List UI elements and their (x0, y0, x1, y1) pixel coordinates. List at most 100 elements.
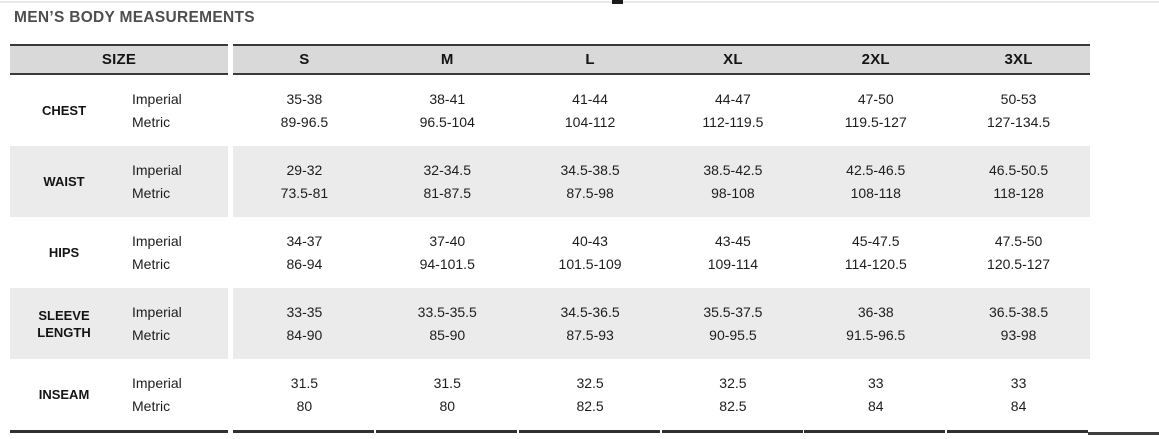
cell-line: 89-96.5 (280, 113, 329, 130)
unit-labels-chest: Imperial Metric (118, 75, 228, 146)
cell-line: 108-118 (850, 184, 901, 201)
top-edge-mark (612, 0, 623, 4)
row-label-sleeve-length: SLEEVE LENGTH (10, 288, 118, 359)
cell-line: 35.5-37.5 (703, 303, 763, 320)
cell-line: 45-47.5 (852, 232, 900, 249)
cell-line: 33 (867, 374, 884, 391)
unit-labels-waist: Imperial Metric (118, 146, 228, 217)
column-gap (228, 146, 233, 217)
value-inseam-s: 31.5 80 (233, 359, 376, 430)
cell-line: 42.5-46.5 (846, 161, 906, 178)
cell-line: 47-50 (857, 90, 894, 107)
column-gap (228, 44, 233, 75)
value-chest-xl: 44-47 112-119.5 (661, 75, 804, 146)
cell-line: 37-40 (429, 232, 466, 249)
cell-line: Metric (132, 255, 171, 272)
value-hips-2xl: 45-47.5 114-120.5 (804, 217, 947, 288)
cell-line: 36.5-38.5 (988, 303, 1049, 320)
cell-line: Imperial (132, 303, 182, 320)
cell-line: 32-34.5 (423, 161, 471, 178)
cell-line: 84 (867, 397, 884, 414)
row-label-hips: HIPS (48, 245, 80, 260)
value-chest-s: 35-38 89-96.5 (233, 75, 376, 146)
value-sleeve-length-s: 33-35 84-90 (233, 288, 376, 359)
value-waist-s: 29-32 73.5-81 (233, 146, 376, 217)
bottom-right-edge (1088, 432, 1159, 435)
top-edge-line (0, 1, 1159, 3)
unit-labels-inseam: Imperial Metric (118, 359, 228, 430)
value-hips-3xl: 47.5-50 120.5-127 (947, 217, 1090, 288)
cell-line: 93-98 (1000, 326, 1037, 343)
cell-line: 112-119.5 (702, 113, 764, 130)
cell-line: 84 (1010, 397, 1027, 414)
cell-line: 34.5-38.5 (560, 161, 620, 178)
value-sleeve-length-l: 34.5-36.5 87.5-93 (518, 288, 662, 359)
table-bottom-border (233, 430, 374, 433)
cell-line: 50-53 (1000, 90, 1037, 107)
unit-labels-sleeve-length: Imperial Metric (118, 288, 228, 359)
size-header-3xl: 3XL (947, 44, 1090, 75)
cell-line: 80 (439, 397, 456, 414)
cell-line: 119.5-127 (844, 113, 907, 130)
cell-line: 114-120.5 (844, 255, 907, 272)
cell-line: 96.5-104 (419, 113, 475, 130)
value-hips-l: 40-43 101.5-109 (519, 217, 662, 288)
table-bottom-border (947, 430, 1088, 433)
cell-line: Metric (132, 113, 171, 130)
cell-line: 109-114 (707, 255, 759, 272)
value-sleeve-length-xl: 35.5-37.5 90-95.5 (661, 288, 805, 359)
row-label-waist: WAIST (10, 146, 118, 217)
cell-line: 85-90 (429, 326, 466, 343)
cell-line: Imperial (132, 374, 182, 391)
cell-line: 43-45 (715, 232, 751, 249)
value-waist-2xl: 42.5-46.5 108-118 (804, 146, 948, 217)
cell-line: 36-38 (857, 303, 894, 320)
value-chest-3xl: 50-53 127-134.5 (947, 75, 1090, 146)
table-bottom-border (519, 430, 660, 433)
cell-line: 34-37 (286, 232, 323, 249)
cell-line: 87.5-93 (566, 326, 614, 343)
cell-line: 84-90 (286, 326, 323, 343)
cell-line: 44-47 (715, 90, 751, 107)
table-bottom-border (804, 430, 945, 433)
value-sleeve-length-m: 33.5-35.5 85-90 (375, 288, 519, 359)
cell-line: 91.5-96.5 (846, 326, 906, 343)
cell-line: 41-44 (572, 90, 608, 107)
value-chest-2xl: 47-50 119.5-127 (804, 75, 947, 146)
size-header-2xl: 2XL (804, 44, 948, 75)
value-waist-xl: 38.5-42.5 98-108 (661, 146, 805, 217)
value-waist-l: 34.5-38.5 87.5-98 (518, 146, 662, 217)
cell-line: 82.5 (576, 397, 604, 414)
value-inseam-xl: 32.5 82.5 (661, 359, 804, 430)
cell-line: 118-128 (993, 184, 1044, 201)
value-hips-s: 34-37 86-94 (233, 217, 376, 288)
cell-line: Metric (132, 326, 171, 343)
cell-line: 33-35 (286, 303, 323, 320)
cell-line: 31.5 (433, 374, 461, 391)
cell-line: 86-94 (286, 255, 323, 272)
page-title: MEN’S BODY MEASUREMENTS (14, 9, 255, 26)
cell-line: 35-38 (286, 90, 323, 107)
value-hips-xl: 43-45 109-114 (661, 217, 804, 288)
value-inseam-2xl: 33 84 (804, 359, 947, 430)
column-gap (228, 288, 233, 359)
column-gap (228, 75, 233, 146)
table-bottom-border (10, 430, 228, 433)
value-hips-m: 37-40 94-101.5 (376, 217, 519, 288)
cell-line: 29-32 (286, 161, 323, 178)
cell-line: 38-41 (429, 90, 466, 107)
table-bottom-border (376, 430, 517, 433)
cell-line: Imperial (132, 232, 182, 249)
cell-line: 40-43 (572, 232, 608, 249)
cell-line: 104-112 (564, 113, 616, 130)
value-waist-m: 32-34.5 81-87.5 (375, 146, 519, 217)
value-chest-l: 41-44 104-112 (519, 75, 662, 146)
cell-line: 47.5-50 (994, 232, 1043, 249)
column-gap (228, 217, 233, 288)
column-gap (228, 359, 233, 430)
row-label-inseam: INSEAM (38, 387, 90, 402)
cell-line: 120.5-127 (987, 255, 1051, 272)
size-header-l: L (518, 44, 662, 75)
cell-line: 33.5-35.5 (417, 303, 477, 320)
